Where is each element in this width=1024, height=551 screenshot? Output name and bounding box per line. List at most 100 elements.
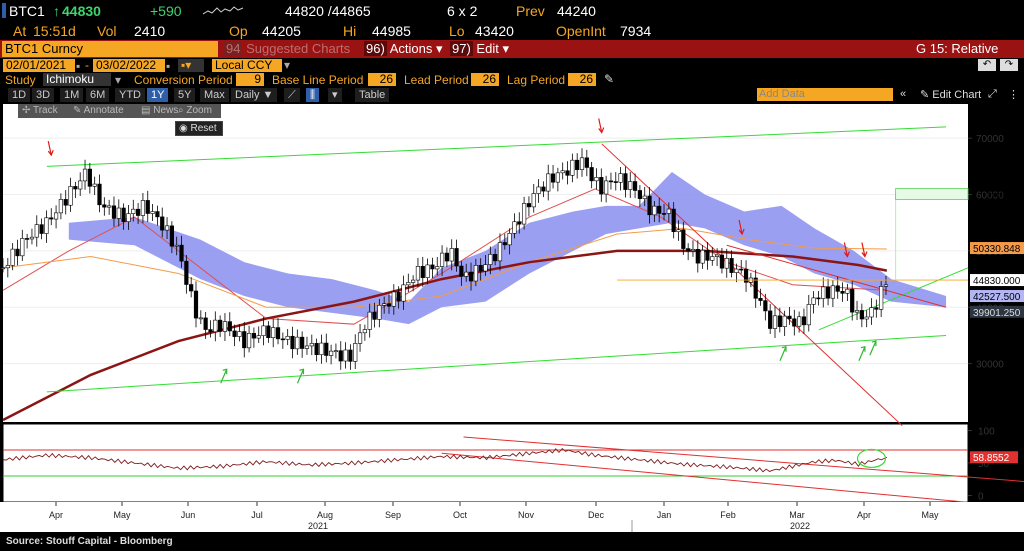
candle-down bbox=[661, 213, 667, 215]
calendar-icon[interactable]: ▪ bbox=[166, 59, 171, 73]
candle-down bbox=[719, 254, 725, 269]
candle-up bbox=[222, 321, 228, 332]
chevron-down-icon[interactable]: ▾ bbox=[328, 88, 342, 102]
currency-select[interactable]: Local CCY bbox=[212, 59, 282, 72]
candlestick-icon[interactable]: ⫼ bbox=[306, 88, 320, 102]
suggested-charts-button[interactable]: 94 Suggested Charts bbox=[224, 41, 351, 56]
range-ytd[interactable]: YTD bbox=[115, 88, 145, 102]
candle-up bbox=[879, 286, 884, 310]
candle-down bbox=[189, 284, 194, 292]
annotate-tool[interactable]: ✎ Annotate bbox=[73, 105, 124, 116]
op-label: Op bbox=[229, 23, 248, 39]
range-5y[interactable]: 5Y bbox=[174, 88, 196, 102]
candle-up bbox=[357, 332, 363, 344]
study-select[interactable]: Ichimoku bbox=[43, 73, 111, 86]
candle-down bbox=[15, 248, 20, 257]
collapse-icon[interactable]: « bbox=[900, 88, 907, 100]
price-chart[interactable]: 3000040000500006000070000 50330.84844830… bbox=[0, 102, 1024, 534]
candle-down bbox=[671, 208, 676, 233]
table-button[interactable]: Table bbox=[355, 88, 390, 102]
candle-down bbox=[850, 288, 855, 313]
x-tick-label: Dec bbox=[588, 510, 605, 520]
edit-chart-button[interactable]: ✎ Edit Chart bbox=[920, 89, 982, 101]
candle-down bbox=[155, 211, 160, 218]
line-chart-icon[interactable]: ⟋ bbox=[284, 88, 300, 102]
calendar-icon[interactable]: ▪ bbox=[76, 59, 81, 73]
candle-up bbox=[666, 208, 671, 214]
start-date-field[interactable]: 02/01/2021 bbox=[3, 59, 75, 72]
candle-up bbox=[353, 343, 358, 362]
candle-down bbox=[63, 199, 68, 206]
candle-up bbox=[164, 225, 170, 231]
range-max[interactable]: Max bbox=[200, 88, 229, 102]
candle-down bbox=[695, 249, 700, 264]
reset-button[interactable]: ◉ Reset bbox=[175, 121, 223, 136]
track-tool[interactable]: ✢ Track bbox=[22, 105, 58, 116]
candle-up bbox=[58, 199, 63, 214]
red-trendline-1 bbox=[726, 244, 947, 308]
range-1m[interactable]: 1M bbox=[60, 88, 84, 102]
add-data-field[interactable]: Add Data bbox=[757, 88, 893, 101]
candle-down bbox=[526, 203, 532, 208]
candle-down bbox=[647, 195, 652, 216]
candle-up bbox=[652, 205, 657, 216]
candle-up bbox=[362, 329, 367, 334]
pencil-icon[interactable]: ✎ bbox=[604, 72, 615, 86]
period-selector[interactable]: ▪▾ bbox=[178, 59, 204, 72]
candle-down bbox=[184, 260, 189, 285]
range-1y[interactable]: 1Y bbox=[147, 88, 169, 102]
rsi-line bbox=[2, 447, 888, 473]
candle-up bbox=[213, 319, 218, 333]
end-date-field[interactable]: 03/02/2022 bbox=[93, 59, 165, 72]
range-1d[interactable]: 1D bbox=[8, 88, 31, 102]
chevron-down-icon[interactable]: ▾ bbox=[115, 73, 122, 87]
x-tick-label: Sep bbox=[385, 510, 401, 520]
candle-up bbox=[246, 333, 252, 349]
news-tool[interactable]: ▤ News bbox=[141, 105, 179, 116]
candle-up bbox=[391, 291, 396, 307]
candle-down bbox=[39, 224, 44, 234]
candle-up bbox=[604, 180, 609, 195]
red-arrow-icon-head bbox=[861, 251, 868, 258]
candle-down bbox=[454, 248, 459, 267]
base-line-period-field[interactable]: 26 bbox=[368, 73, 396, 86]
candle-down bbox=[801, 316, 807, 326]
candle-down bbox=[73, 186, 78, 190]
candle-down bbox=[565, 170, 570, 176]
range-3d[interactable]: 3D bbox=[32, 88, 55, 102]
candle-up bbox=[700, 249, 705, 264]
command-bar: BTC1 Curncy 94 Suggested Charts 96) Acti… bbox=[0, 40, 1024, 58]
frequency-select[interactable]: Daily ▼ bbox=[231, 88, 278, 102]
quote-prev: 44240 bbox=[557, 3, 596, 19]
lead-period-field[interactable]: 26 bbox=[471, 73, 499, 86]
conversion-period-field[interactable]: 9 bbox=[236, 73, 264, 86]
candle-down bbox=[218, 319, 223, 332]
red-arrow-icon bbox=[47, 140, 52, 156]
chevron-down-icon[interactable]: ▾ bbox=[284, 58, 291, 72]
candle-up bbox=[710, 256, 715, 261]
expand-icon[interactable]: ⤢ bbox=[988, 88, 997, 100]
candle-down bbox=[792, 318, 797, 327]
redo-icon[interactable]: ↷ bbox=[1000, 59, 1018, 71]
actions-menu[interactable]: 96) Actions ▾ bbox=[364, 41, 443, 57]
x-tick-label: Feb bbox=[720, 510, 736, 520]
undo-icon[interactable]: ↶ bbox=[978, 59, 996, 71]
prev-label: Prev bbox=[516, 3, 545, 19]
at-label: At bbox=[13, 23, 27, 39]
range-6m[interactable]: 6M bbox=[86, 88, 110, 102]
candle-down bbox=[874, 307, 879, 310]
options-icon[interactable]: ⋮ bbox=[1008, 89, 1019, 101]
lag-period-field[interactable]: 26 bbox=[568, 73, 596, 86]
candle-up bbox=[546, 173, 551, 192]
candle-down bbox=[825, 286, 831, 299]
candle-up bbox=[44, 217, 49, 234]
quote-ticker: BTC1 bbox=[9, 3, 45, 19]
security-field[interactable]: BTC1 Curncy bbox=[2, 41, 218, 57]
x-tick-label: Apr bbox=[857, 510, 871, 520]
candle-down bbox=[541, 186, 546, 192]
edit-menu[interactable]: 97) Edit ▾ bbox=[450, 41, 509, 57]
candle-up bbox=[497, 242, 503, 262]
rsi-y-tick-label: 0 bbox=[978, 492, 984, 503]
price-grid bbox=[0, 104, 1024, 503]
zoom-tool[interactable]: ⌕ Zoom bbox=[178, 105, 212, 116]
